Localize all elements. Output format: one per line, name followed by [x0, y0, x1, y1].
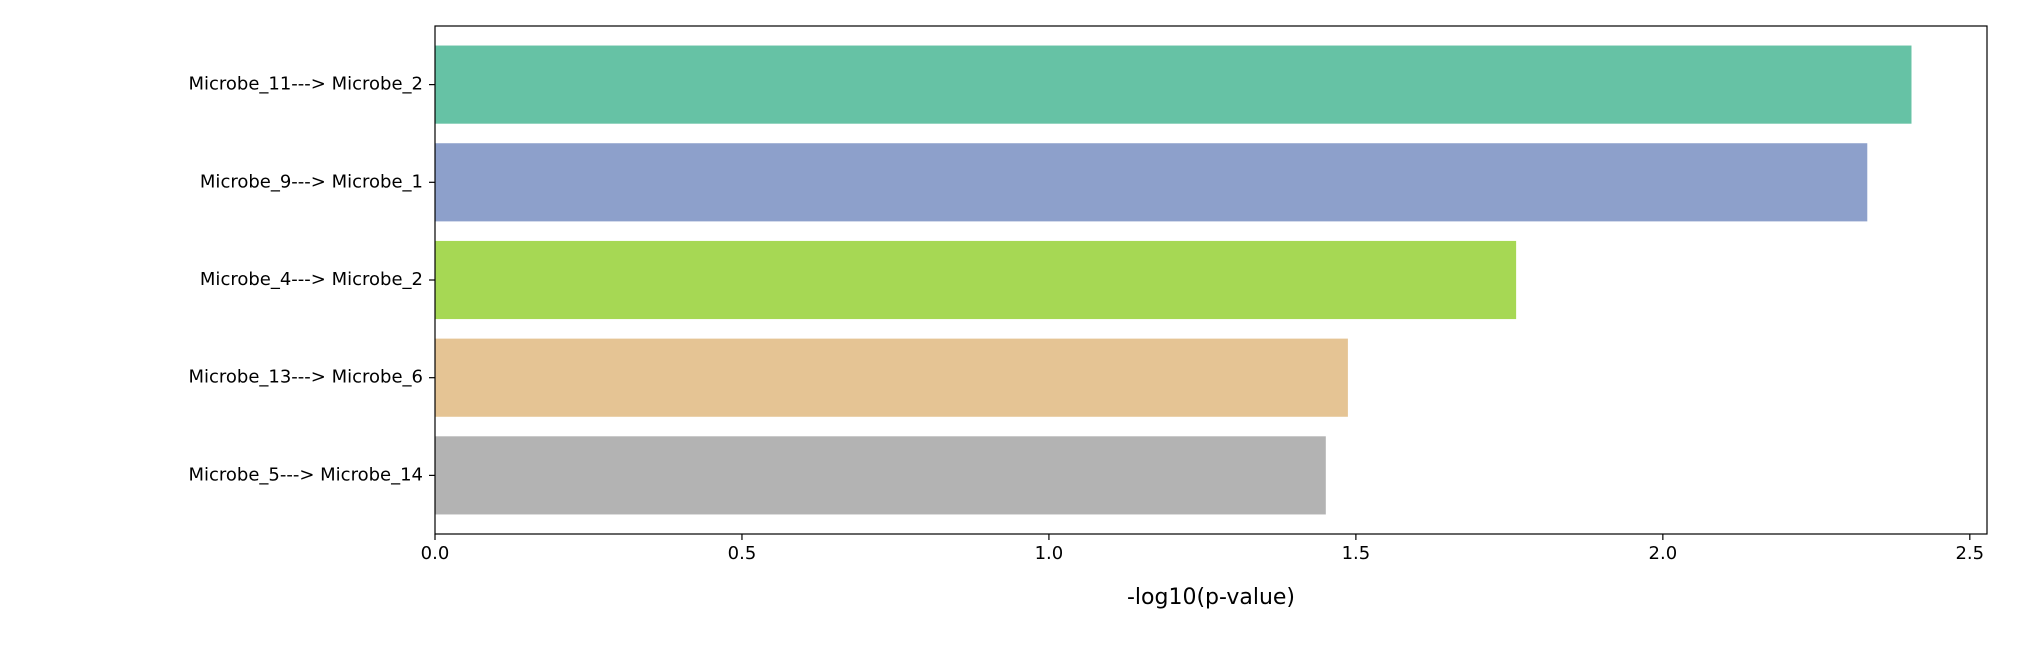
bar — [435, 240, 1517, 320]
x-tick-label: 0.0 — [421, 543, 450, 564]
bar — [435, 338, 1348, 417]
y-tick-label: Microbe_4---> Microbe_2 — [200, 269, 423, 290]
plot-frame — [434, 25, 1988, 535]
bar — [435, 45, 1912, 124]
bar — [435, 143, 1868, 222]
x-tick-label: 2.0 — [1649, 543, 1678, 564]
x-tick-label: 1.5 — [1342, 543, 1371, 564]
y-tick-label: Microbe_9---> Microbe_1 — [200, 171, 423, 192]
y-tick-label: Microbe_13---> Microbe_6 — [188, 367, 423, 388]
x-tick-label: 2.5 — [1955, 543, 1984, 564]
y-tick-label: Microbe_11---> Microbe_2 — [188, 74, 423, 95]
y-tick-label: Microbe_5---> Microbe_14 — [188, 464, 423, 485]
x-tick-label: 1.0 — [1035, 543, 1064, 564]
x-tick-label: 0.5 — [728, 543, 757, 564]
x-axis-label: -log10(p-value) — [1127, 585, 1295, 610]
bar — [435, 436, 1326, 515]
